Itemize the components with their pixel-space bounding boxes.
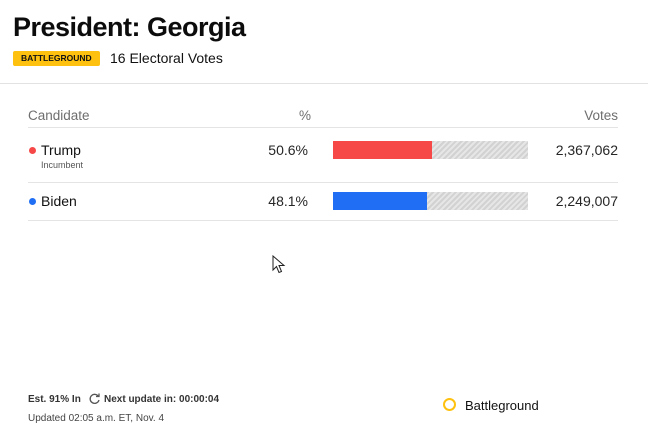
vote-bar-track <box>333 141 528 159</box>
next-update: Next update in: 00:00:04 <box>104 394 220 405</box>
row-rule <box>28 182 618 183</box>
column-header: % <box>298 108 311 123</box>
vote-count: 2,367,062 <box>555 142 618 158</box>
vote-count: 2,249,007 <box>555 193 618 209</box>
legend-swatch <box>443 398 456 411</box>
candidate-dot <box>29 197 36 205</box>
refresh-icon <box>89 393 100 404</box>
candidate-name: Biden <box>41 193 77 209</box>
vote-bar <box>333 141 432 159</box>
candidate-name: Trump <box>41 142 81 158</box>
column-header: Votes <box>584 108 618 123</box>
vote-bar-track <box>333 192 528 210</box>
updated: Updated 02:05 a.m. ET, Nov. 4 <box>28 413 165 424</box>
column-header: Candidate <box>28 108 90 123</box>
mouse-cursor <box>272 255 286 274</box>
badge: BATTLEGROUND <box>13 51 100 66</box>
vote-percent: 50.6% <box>268 142 308 158</box>
divider <box>0 83 648 84</box>
electoral-votes: 16 Electoral Votes <box>110 50 223 66</box>
estimate: Est. 91% In <box>28 394 81 405</box>
row-rule <box>28 220 618 221</box>
row-rule <box>28 127 618 128</box>
vote-percent: 48.1% <box>268 193 308 209</box>
vote-bar <box>333 192 427 210</box>
title: President: Georgia <box>13 12 246 42</box>
candidate-dot <box>29 146 36 154</box>
legend-label: Battleground <box>465 398 539 413</box>
candidate-note: Incumbent <box>41 160 84 170</box>
